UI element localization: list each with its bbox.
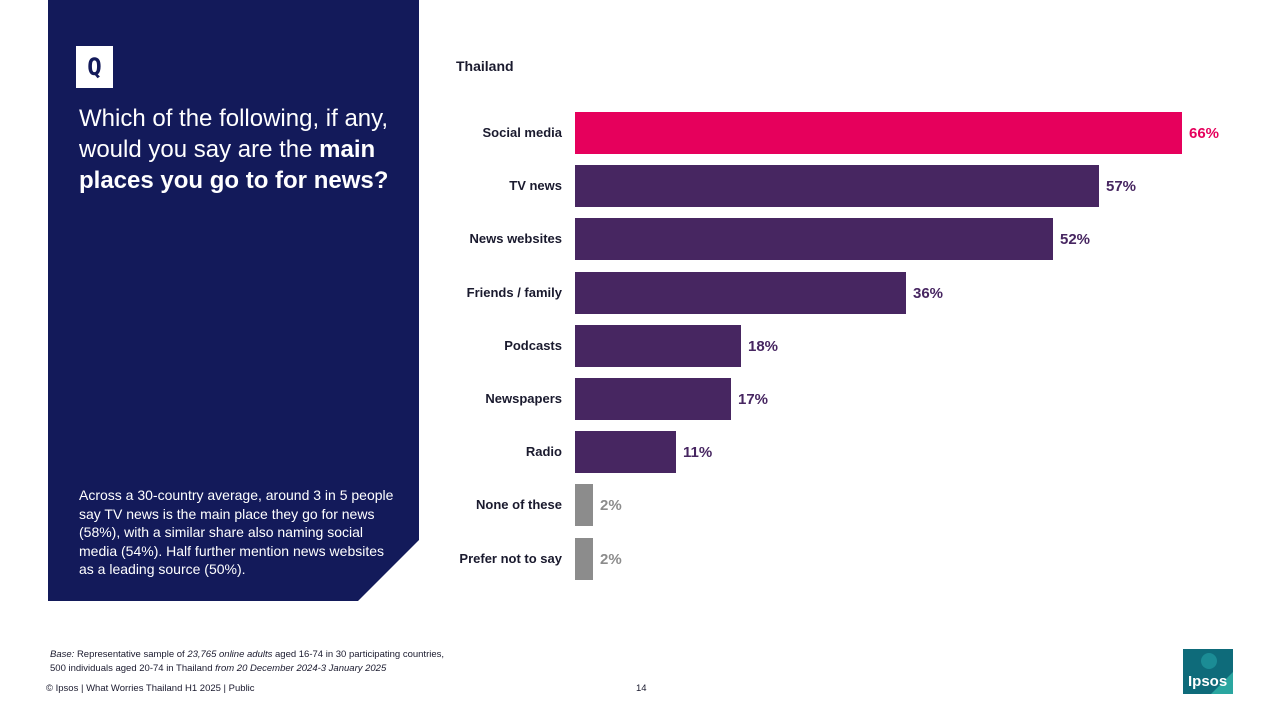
- value-label: 52%: [1060, 231, 1091, 249]
- bar: [575, 165, 1099, 208]
- bar: [575, 324, 741, 367]
- question-text: Which of the following, if any, would yo…: [79, 103, 399, 196]
- bar: [575, 484, 593, 527]
- base-line-1: Base: Representative sample of 23,765 on…: [50, 648, 444, 662]
- question-bold: main places you go to for news?: [79, 136, 389, 194]
- summary-text: Across a 30-country average, around 3 in…: [79, 487, 394, 577]
- question-panel: [48, 0, 419, 601]
- base-line-2: 500 individuals aged 20-74 in Thailand f…: [50, 662, 444, 676]
- question-badge: Q: [76, 46, 113, 88]
- value-label: 2%: [600, 497, 622, 515]
- category-label: Social media: [482, 125, 562, 140]
- base-label: Base:: [50, 649, 75, 660]
- base-count: 23,765 online adults: [187, 649, 273, 660]
- category-label: TV news: [509, 178, 562, 194]
- category-label: None of these: [476, 497, 562, 513]
- base-text-1: Representative sample of: [76, 649, 185, 660]
- bar: [575, 431, 676, 474]
- category-label: Podcasts: [504, 337, 562, 353]
- logo-text: Ipsos: [1188, 673, 1228, 690]
- value-label: 36%: [913, 284, 944, 302]
- bar: [575, 378, 731, 420]
- base-text-2: aged 16-74 in: [275, 649, 334, 660]
- value-label: 11%: [683, 444, 713, 462]
- value-label: 18%: [748, 337, 779, 355]
- base-countries: 30: [335, 649, 347, 660]
- base-text-3: participating countries,: [348, 649, 445, 660]
- base-line-2b: from 20 December 2024-3 January 2025: [215, 663, 387, 674]
- bar: [575, 271, 906, 314]
- chart-title: Thailand: [456, 58, 514, 74]
- value-label: 2%: [600, 550, 622, 568]
- copyright: © Ipsos | What Worries Thailand H1 2025 …: [46, 683, 255, 694]
- value-label: 57%: [1106, 178, 1137, 196]
- category-label: Friends / family: [466, 284, 562, 300]
- bar: [575, 112, 1182, 154]
- logo-head-icon: [1201, 653, 1217, 669]
- question-regular: Which of the following, if any, would yo…: [79, 105, 389, 163]
- value-label: 66%: [1189, 125, 1220, 142]
- category-label: Newspapers: [485, 391, 562, 406]
- question-badge-letter: Q: [87, 53, 102, 81]
- value-label: 17%: [738, 391, 769, 408]
- category-label: Radio: [525, 444, 562, 460]
- category-label: Prefer not to say: [459, 550, 562, 566]
- bar: [575, 537, 593, 580]
- category-label: News websites: [469, 231, 563, 247]
- base-line-2a: 500 individuals aged 20-74 in Thailand: [50, 663, 213, 674]
- base-footnote: Base: Representative sample of 23,765 on…: [50, 648, 444, 676]
- bar: [575, 218, 1053, 261]
- page-number: 14: [636, 683, 647, 694]
- logo-triangle: [1211, 672, 1233, 694]
- ipsos-logo: Ipsos: [1183, 649, 1233, 694]
